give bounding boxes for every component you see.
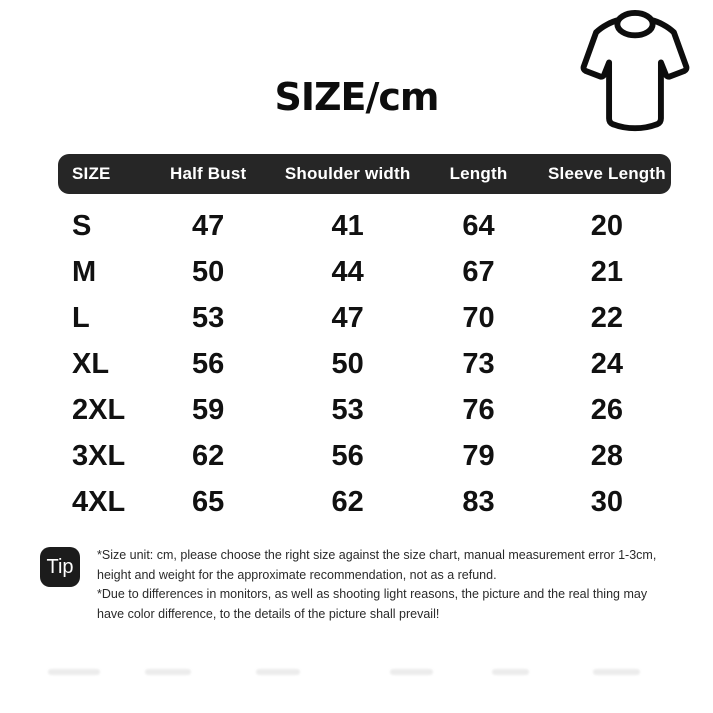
size-value: 62	[192, 439, 225, 472]
size-value: 47	[331, 301, 364, 334]
size-value: 70	[462, 301, 495, 334]
size-value: 62	[331, 485, 364, 518]
size-value: 56	[331, 439, 364, 472]
size-value: 21	[590, 255, 624, 288]
size-value: 50	[192, 255, 225, 288]
size-value: 73	[462, 347, 495, 380]
tip-badge: Tip	[40, 547, 80, 587]
size-value: 53	[192, 301, 225, 334]
size-value: 28	[590, 439, 624, 472]
size-value: 65	[192, 485, 225, 518]
size-value: 44	[331, 255, 364, 288]
size-value: 83	[462, 485, 495, 518]
size-table: SIZE Half Bust Shoulder width Length Sle…	[58, 154, 671, 525]
size-value: 30	[590, 485, 624, 518]
size-value: 67	[462, 255, 495, 288]
size-value: 79	[462, 439, 495, 472]
size-value: 64	[462, 209, 495, 242]
tip-note: *Due to differences in monitors, as well…	[97, 587, 648, 621]
size-label: M	[72, 255, 97, 288]
size-value: 50	[331, 347, 364, 380]
column-header-half-bust: Half Bust	[169, 164, 247, 183]
size-label: L	[72, 301, 90, 334]
faded-artifact	[492, 669, 529, 675]
faded-artifact	[390, 669, 433, 675]
column-header-sleeve-length: Sleeve Length	[547, 164, 666, 183]
size-value: 76	[462, 393, 495, 426]
size-value: 59	[192, 393, 225, 426]
table-row: 4XL 65 62 83 30	[58, 479, 671, 525]
size-value: 47	[192, 209, 225, 242]
table-row: L 53 47 70 22	[58, 295, 671, 341]
size-value: 24	[590, 347, 624, 380]
tip-notes: *Size unit: cm, please choose the right …	[97, 546, 675, 624]
table-row: 2XL 59 53 76 26	[58, 387, 671, 433]
size-label: 3XL	[72, 439, 126, 472]
column-header-shoulder-width: Shoulder width	[284, 164, 411, 183]
size-value: 41	[331, 209, 364, 242]
table-row: M 50 44 67 21	[58, 249, 671, 295]
table-row: 3XL 62 56 79 28	[58, 433, 671, 479]
size-value: 22	[590, 301, 624, 334]
faded-artifact	[593, 669, 640, 675]
page-title: SIZE/cm	[274, 75, 439, 119]
tip-note: *Size unit: cm, please choose the right …	[97, 548, 657, 582]
size-table-header: SIZE Half Bust Shoulder width Length Sle…	[58, 154, 671, 194]
size-value: 20	[590, 209, 624, 242]
table-row: XL 56 50 73 24	[58, 341, 671, 387]
size-table-rows: S 47 41 64 20 M 50 44 67 21 L 53 47 70 22 XL 56 50 73 24 2XL…	[58, 203, 671, 525]
column-header-size: SIZE	[72, 164, 111, 183]
size-label: 4XL	[72, 485, 126, 518]
faded-artifact	[145, 669, 191, 675]
table-row: S 47 41 64 20	[58, 203, 671, 249]
faded-artifact	[48, 669, 100, 675]
size-value: 26	[590, 393, 624, 426]
size-value: 53	[331, 393, 364, 426]
column-header-length: Length	[449, 164, 508, 183]
faded-artifact	[256, 669, 300, 675]
size-label: S	[72, 209, 92, 242]
size-label: 2XL	[72, 393, 126, 426]
tshirt-icon	[576, 10, 694, 142]
size-label: XL	[72, 347, 110, 380]
size-value: 56	[192, 347, 225, 380]
